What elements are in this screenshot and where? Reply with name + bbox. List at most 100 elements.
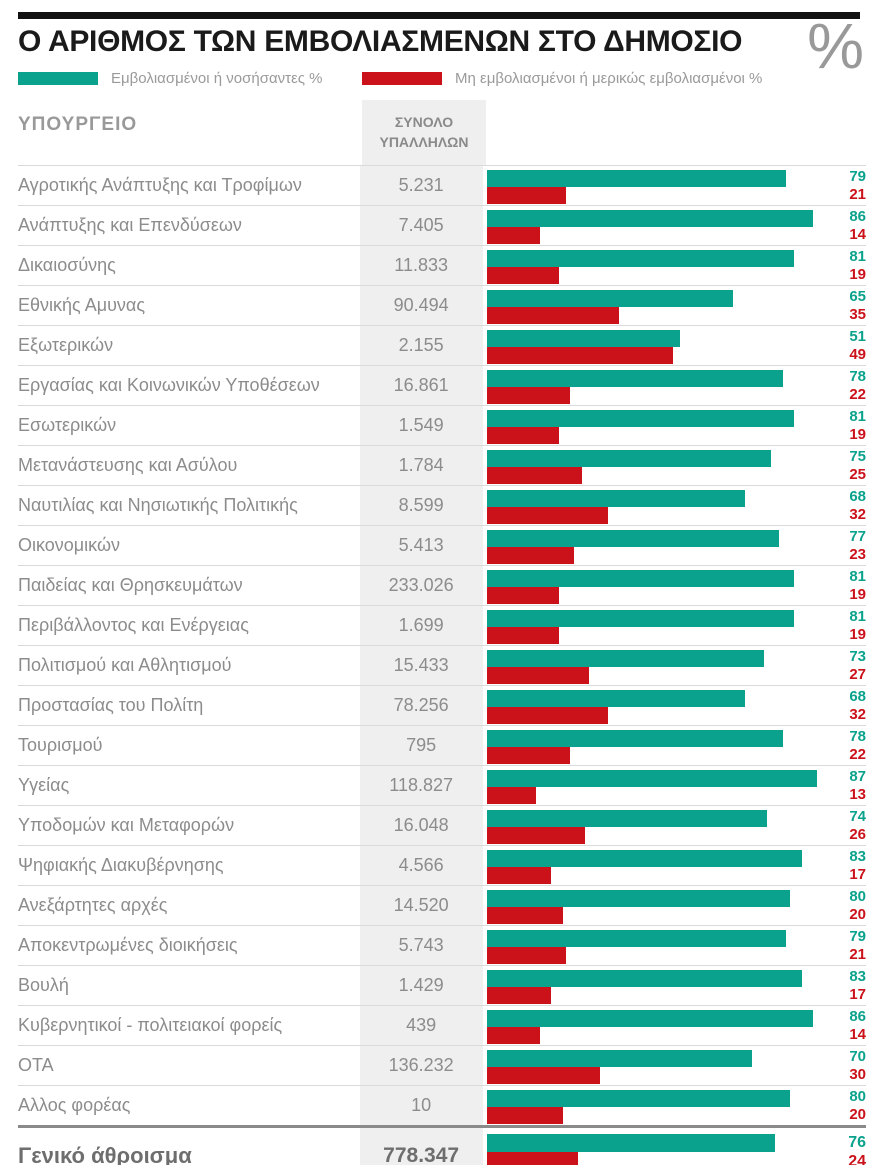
bars-group: [486, 1006, 866, 1045]
unvaccinated-pct: 19: [849, 425, 866, 443]
bars-group: [486, 1128, 866, 1165]
percent-labels: 78 22: [849, 728, 866, 763]
legend-item-unvaccinated: Μη εμβολιασμένοι ή μερικώς εμβολιασμένοι…: [362, 70, 762, 87]
unvaccinated-bar: [486, 1152, 578, 1165]
bars-group: [486, 1046, 866, 1085]
column-headers: ΥΠΟΥΡΓΕΙΟ ΣΥΝΟΛΟ ΥΠΑΛΛΗΛΩΝ: [18, 100, 866, 165]
percent-labels: 70 30: [849, 1048, 866, 1083]
table-row: Παιδείας και Θρησκευμάτων 233.026 81 19: [18, 565, 866, 605]
total-employees: 1.549: [359, 406, 483, 445]
ministry-name: Γενικό άθροισμα: [18, 1143, 192, 1165]
unvaccinated-pct: 35: [849, 305, 866, 323]
table-row: Βουλή 1.429 83 17: [18, 965, 866, 1005]
vaccinated-bar: [486, 810, 768, 827]
unvaccinated-bar: [486, 227, 540, 244]
vaccinated-bar: [486, 570, 794, 587]
total-employees: 16.861: [359, 366, 483, 405]
bars-group: [486, 606, 866, 645]
total-employees: 5.413: [359, 526, 483, 565]
total-employees: 1.699: [359, 606, 483, 645]
vaccinated-pct: 73: [849, 648, 866, 665]
table-row: Ανάπτυξης και Επενδύσεων 7.405 86 14: [18, 205, 866, 245]
bars-group: [486, 366, 866, 405]
bars-group: [486, 966, 866, 1005]
vaccinated-bar: [486, 1050, 753, 1067]
table-row: Κυβερνητικοί - πολιτειακοί φορείς 439 86…: [18, 1005, 866, 1045]
unvaccinated-pct: 22: [849, 385, 866, 403]
bars-group: [486, 806, 866, 845]
ministry-name: Ανάπτυξης και Επενδύσεων: [18, 215, 242, 235]
unvaccinated-pct: 26: [849, 825, 866, 843]
bars-group: [486, 486, 866, 525]
table-row: Περιβάλλοντος και Ενέργειας 1.699 81 19: [18, 605, 866, 645]
ministry-name: Τουρισμού: [18, 735, 103, 755]
total-employees: 118.827: [359, 766, 483, 805]
legend-label-unvaccinated: Μη εμβολιασμένοι ή μερικώς εμβολιασμένοι…: [455, 70, 763, 87]
bars-group: [486, 526, 866, 565]
total-employees: 4.566: [359, 846, 483, 885]
unvaccinated-bar: [486, 587, 559, 604]
ministry-name: Οικονομικών: [18, 535, 121, 555]
vaccinated-bar: [486, 290, 734, 307]
unvaccinated-pct: 32: [849, 705, 866, 723]
ministry-name: Αλλος φορέας: [18, 1095, 131, 1115]
unvaccinated-pct: 14: [849, 225, 866, 243]
total-employees: 14.520: [359, 886, 483, 925]
percent-labels: 81 19: [849, 248, 866, 283]
percent-labels: 81 19: [849, 408, 866, 443]
unvaccinated-bar: [486, 827, 586, 844]
unvaccinated-bar: [486, 667, 590, 684]
bars-group: [486, 646, 866, 685]
bars-group: [486, 726, 866, 765]
total-employees: 8.599: [359, 486, 483, 525]
bars-group: [486, 326, 866, 365]
unvaccinated-bar: [486, 627, 559, 644]
total-employees: 1.784: [359, 446, 483, 485]
bars-group: [486, 886, 866, 925]
vaccinated-pct: 86: [849, 208, 866, 225]
vaccinated-pct: 75: [849, 448, 866, 465]
vaccinated-pct: 87: [849, 768, 866, 785]
legend-label-vaccinated: Εμβολιασμένοι ή νοσήσαντες %: [111, 70, 323, 87]
vaccinated-pct: 68: [849, 488, 866, 505]
table-row: Μετανάστευσης και Ασύλου 1.784 75 25: [18, 445, 866, 485]
ministry-name: Βουλή: [18, 975, 69, 995]
ministry-name: Ψηφιακής Διακυβέρνησης: [18, 855, 224, 875]
unvaccinated-bar: [486, 1107, 563, 1124]
unvaccinated-pct: 24: [848, 1153, 866, 1165]
unvaccinated-bar: [486, 907, 563, 924]
vaccinated-bar: [486, 650, 764, 667]
table-row: Αλλος φορέας 10 80 20: [18, 1085, 866, 1125]
vaccinated-bar: [486, 450, 772, 467]
unvaccinated-bar: [486, 267, 559, 284]
ministry-name: Ναυτιλίας και Νησιωτικής Πολιτικής: [18, 495, 298, 515]
table-row: Εργασίας και Κοινωνικών Υποθέσεων 16.861…: [18, 365, 866, 405]
vaccinated-bar: [486, 850, 802, 867]
unvaccinated-bar: [486, 867, 552, 884]
total-employees: 5.231: [359, 166, 483, 205]
unvaccinated-bar: [486, 707, 609, 724]
vaccinated-pct: 74: [849, 808, 866, 825]
vaccinated-pct: 76: [848, 1134, 866, 1151]
total-employees: 439: [359, 1006, 483, 1045]
vaccinated-pct: 86: [849, 1008, 866, 1025]
ministry-name: Περιβάλλοντος και Ενέργειας: [18, 615, 249, 635]
unvaccinated-bar: [486, 347, 673, 364]
vaccinated-bar: [486, 210, 813, 227]
vaccinated-pct: 81: [849, 608, 866, 625]
unvaccinated-pct: 13: [849, 785, 866, 803]
bars-group: [486, 286, 866, 325]
percent-labels: 68 32: [849, 688, 866, 723]
vaccinated-pct: 81: [849, 248, 866, 265]
vaccinated-pct: 70: [849, 1048, 866, 1065]
bars-group: [486, 446, 866, 485]
ministry-name: Κυβερνητικοί - πολιτειακοί φορείς: [18, 1015, 283, 1035]
bars-group: [486, 926, 866, 965]
ministry-name: Εσωτερικών: [18, 415, 117, 435]
total-employees: 16.048: [359, 806, 483, 845]
unvaccinated-pct: 21: [849, 185, 866, 203]
percent-labels: 87 13: [849, 768, 866, 803]
vaccinated-bar: [486, 890, 791, 907]
table-row: Ναυτιλίας και Νησιωτικής Πολιτικής 8.599…: [18, 485, 866, 525]
vaccinated-pct: 79: [849, 168, 866, 185]
